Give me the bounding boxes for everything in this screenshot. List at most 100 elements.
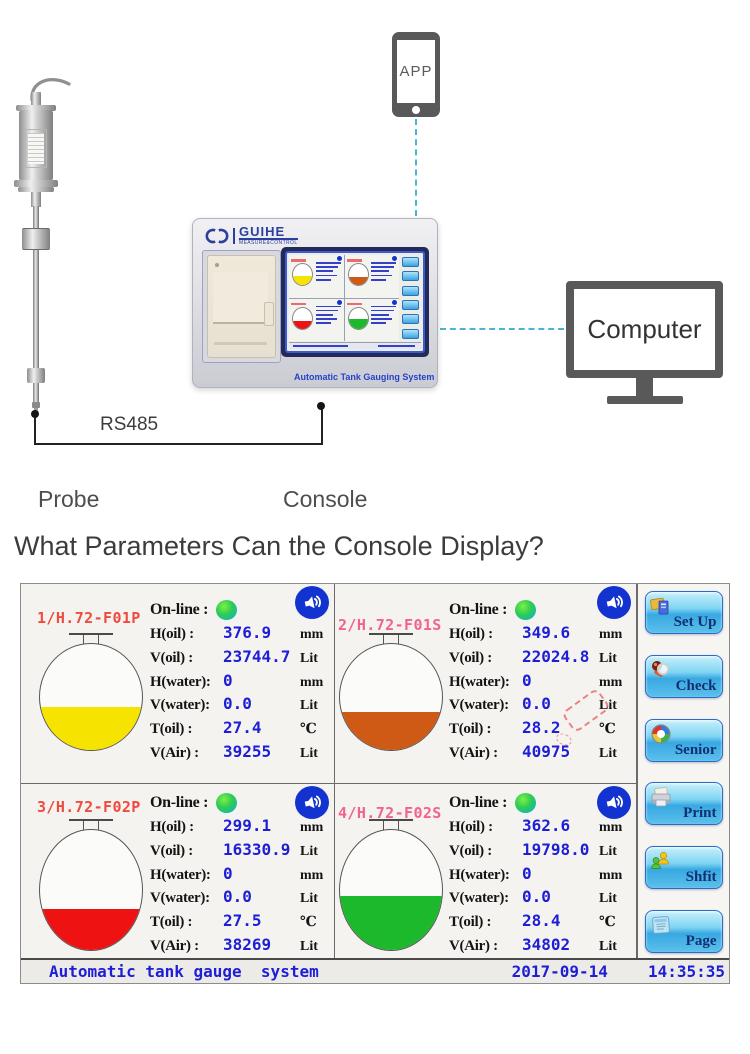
console-display: 1/H.72-F01P On-line : H(oil) : 376.9 mm V(… bbox=[20, 583, 730, 984]
tank-name: 4/H.72-F02S bbox=[338, 804, 442, 822]
parameter-row: V(Air) : 34802 Lit bbox=[449, 935, 623, 959]
online-label: On-line : bbox=[150, 601, 209, 618]
console-screen-preview bbox=[285, 251, 425, 353]
speaker-button[interactable] bbox=[295, 586, 329, 619]
probe-top-flange bbox=[16, 105, 56, 111]
tank-panel-3: 3/H.72-F02P On-line : H(oil) : 299.1 mm V(… bbox=[21, 784, 335, 958]
param-unit: Lit bbox=[300, 891, 318, 907]
speaker-button[interactable] bbox=[597, 586, 631, 619]
param-unit: Lit bbox=[300, 938, 318, 954]
tank-graphic bbox=[339, 819, 443, 951]
tank-neck bbox=[83, 821, 99, 830]
online-row: On-line : bbox=[449, 597, 623, 623]
param-label: V(Air) : bbox=[150, 937, 199, 954]
system-title: Automatic tank gauge system bbox=[49, 962, 319, 981]
monitor-base bbox=[607, 396, 683, 404]
brand-subtitle: MEASURE&CONTROL bbox=[239, 240, 298, 246]
param-label: V(Air) : bbox=[150, 744, 199, 761]
print-icon bbox=[650, 786, 672, 808]
button-label: Print bbox=[683, 805, 717, 822]
rs485-wire-left bbox=[34, 414, 36, 444]
param-value: 40975 bbox=[522, 741, 571, 761]
app-label: APP bbox=[399, 63, 433, 80]
console-footer-label: Automatic Tank Gauging System bbox=[294, 372, 435, 382]
speaker-icon bbox=[304, 795, 321, 809]
param-unit: Lit bbox=[300, 745, 318, 761]
param-unit: Lit bbox=[599, 843, 617, 859]
probe-connector bbox=[31, 92, 41, 106]
param-unit: ℃ bbox=[599, 722, 616, 738]
parameter-row: V(water): 0.0 Lit bbox=[449, 694, 623, 718]
param-label: T(oil) : bbox=[150, 914, 193, 931]
param-value: 0.0 bbox=[223, 887, 252, 907]
brand-divider bbox=[233, 228, 235, 244]
param-value: 19798.0 bbox=[522, 839, 590, 859]
param-value: 39255 bbox=[223, 741, 272, 761]
param-label: V(oil) : bbox=[449, 842, 493, 859]
speaker-button[interactable] bbox=[295, 786, 329, 819]
probe-wire-node bbox=[31, 410, 39, 418]
param-label: T(oil) : bbox=[449, 914, 492, 931]
parameter-row: V(oil) : 23744.7 Lit bbox=[150, 647, 324, 671]
param-unit: mm bbox=[599, 627, 623, 642]
parameter-row: H(water): 0 mm bbox=[150, 671, 324, 695]
printer-panel bbox=[207, 255, 276, 358]
param-unit: mm bbox=[599, 820, 623, 835]
param-label: H(water): bbox=[150, 866, 211, 883]
parameter-row: H(water): 0 mm bbox=[449, 671, 623, 695]
parameter-row: T(oil) : 27.5 ℃ bbox=[150, 911, 324, 935]
shfit-icon bbox=[650, 850, 672, 872]
mini-button bbox=[402, 285, 419, 296]
printer-led bbox=[215, 263, 219, 267]
probe-rod bbox=[33, 206, 39, 402]
param-value: 27.5 bbox=[223, 911, 262, 931]
parameter-row: V(Air) : 40975 Lit bbox=[449, 742, 623, 766]
parameter-row: V(water): 0.0 Lit bbox=[449, 887, 623, 911]
console-caption: Console bbox=[283, 486, 368, 512]
status-time: 14:35:35 bbox=[647, 962, 725, 981]
tank-bowl bbox=[339, 829, 443, 951]
mini-button bbox=[402, 314, 419, 325]
param-value: 0 bbox=[522, 863, 532, 883]
online-label: On-line : bbox=[449, 794, 508, 811]
param-label: H(water): bbox=[449, 866, 510, 883]
shfit-button[interactable]: Shfit bbox=[644, 846, 723, 890]
param-label: V(water): bbox=[150, 697, 210, 714]
tank-cap bbox=[369, 633, 413, 635]
page-button[interactable]: Page bbox=[644, 909, 723, 953]
speaker-icon bbox=[304, 595, 321, 609]
button-label: Set Up bbox=[673, 614, 717, 630]
param-value: 349.6 bbox=[522, 623, 571, 642]
parameter-row: V(water): 0.0 Lit bbox=[150, 694, 324, 718]
tank-name: 2/H.72-F01S bbox=[338, 616, 442, 634]
check-button[interactable]: Check bbox=[644, 654, 723, 698]
mini-status-bar bbox=[289, 342, 421, 349]
parameter-row: T(oil) : 28.2 ℃ bbox=[449, 718, 623, 742]
param-unit: ℃ bbox=[300, 915, 317, 931]
mini-button bbox=[402, 271, 419, 282]
tank-bowl bbox=[39, 643, 143, 751]
senior-button[interactable]: Senior bbox=[644, 718, 723, 762]
parameter-row: V(Air) : 39255 Lit bbox=[150, 742, 324, 766]
button-label: Senior bbox=[674, 741, 717, 758]
param-label: V(Air) : bbox=[449, 744, 498, 761]
setup-icon bbox=[649, 595, 672, 617]
param-unit: mm bbox=[599, 674, 623, 690]
param-unit: Lit bbox=[300, 698, 318, 714]
console-wire-node bbox=[317, 402, 325, 410]
speaker-button[interactable] bbox=[597, 786, 631, 819]
button-label: Page bbox=[685, 932, 717, 949]
print-button[interactable]: Print bbox=[644, 782, 723, 826]
probe-float bbox=[22, 228, 50, 250]
button-label: Shfit bbox=[685, 869, 717, 886]
parameter-rows: On-line : H(oil) : 362.6 mm V(oil) : 19798.… bbox=[449, 790, 623, 959]
param-unit: Lit bbox=[599, 745, 617, 761]
param-label: H(oil) : bbox=[449, 819, 493, 835]
setup-button[interactable]: Set Up bbox=[644, 591, 723, 634]
senior-icon bbox=[650, 723, 672, 745]
tank-fill-level bbox=[340, 896, 442, 950]
param-label: H(oil) : bbox=[150, 819, 194, 835]
rs485-wire-right bbox=[321, 406, 323, 444]
online-indicator bbox=[515, 793, 537, 813]
tank-bowl bbox=[39, 829, 143, 951]
